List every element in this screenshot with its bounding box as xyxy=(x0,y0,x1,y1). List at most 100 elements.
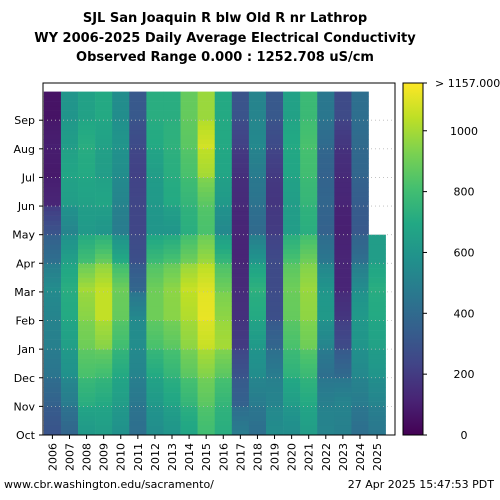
heatmap-cell xyxy=(351,239,369,245)
heatmap-cell xyxy=(129,430,147,436)
heatmap-cell xyxy=(300,325,318,331)
heatmap-cell xyxy=(129,287,147,293)
heatmap-cell xyxy=(300,120,318,126)
heatmap-cell xyxy=(95,234,113,240)
heatmap-cell xyxy=(60,101,79,107)
heatmap-cell xyxy=(163,263,181,269)
heatmap-cell xyxy=(95,158,113,164)
y-tick-label: Jul xyxy=(21,171,35,184)
heatmap-cell xyxy=(163,244,181,250)
heatmap-cell xyxy=(197,177,216,183)
heatmap-cell xyxy=(265,320,284,326)
heatmap-cell xyxy=(112,368,130,374)
heatmap-cell xyxy=(95,349,113,355)
heatmap-cell xyxy=(146,420,164,426)
heatmap-cell xyxy=(214,129,233,135)
heatmap-cell xyxy=(43,368,62,374)
heatmap-cell xyxy=(163,177,181,183)
heatmap-cell xyxy=(163,368,181,374)
heatmap-cell xyxy=(112,129,130,135)
heatmap-cell xyxy=(265,425,284,431)
heatmap-cell xyxy=(197,387,216,393)
heatmap-cell xyxy=(146,310,164,317)
heatmap-cell xyxy=(368,406,386,412)
heatmap-cell xyxy=(197,225,216,231)
heatmap-cell xyxy=(300,210,318,216)
heatmap-cell xyxy=(231,396,250,402)
heatmap-cell xyxy=(317,349,335,355)
heatmap-cell xyxy=(60,353,79,359)
heatmap-cell xyxy=(60,401,79,407)
heatmap-cell xyxy=(43,201,62,207)
heatmap-cell xyxy=(146,196,164,202)
heatmap-cell xyxy=(231,177,250,183)
heatmap-cell xyxy=(231,296,250,302)
heatmap-cell xyxy=(78,301,96,307)
heatmap-cell xyxy=(78,372,96,379)
heatmap-cell xyxy=(231,248,250,255)
heatmap-cell xyxy=(95,144,113,150)
heatmap-cell xyxy=(43,306,62,312)
heatmap-cell xyxy=(95,344,113,350)
heatmap-cell xyxy=(214,258,233,264)
heatmap-cell xyxy=(180,167,198,173)
heatmap-cell xyxy=(214,268,233,274)
heatmap-cell xyxy=(180,301,198,307)
heatmap-cell xyxy=(180,120,198,126)
footer-url[interactable]: www.cbr.washington.edu/sacramento/ xyxy=(4,478,214,491)
heatmap-cell xyxy=(129,148,147,154)
heatmap-cell xyxy=(129,258,147,264)
heatmap-cell xyxy=(300,315,318,321)
heatmap-cell xyxy=(95,177,113,183)
heatmap-cell xyxy=(265,229,284,235)
heatmap-cell xyxy=(197,220,216,226)
heatmap-cell xyxy=(317,411,335,417)
heatmap-cell xyxy=(112,167,130,173)
heatmap-cell xyxy=(248,115,267,121)
heatmap-cell xyxy=(180,110,198,116)
heatmap-cell xyxy=(78,177,96,183)
heatmap-cell xyxy=(112,296,130,302)
heatmap-cell xyxy=(265,115,284,121)
heatmap-cell xyxy=(43,182,62,188)
heatmap-cell xyxy=(300,182,318,188)
heatmap-cell xyxy=(265,182,284,188)
heatmap-cell xyxy=(180,277,198,283)
heatmap-cell xyxy=(317,253,335,259)
heatmap-cell xyxy=(317,268,335,274)
y-tick-label: Feb xyxy=(16,315,35,328)
heatmap-cell xyxy=(265,387,284,393)
heatmap-cell xyxy=(351,377,369,383)
x-tick-label: 2018 xyxy=(251,443,264,471)
heatmap-cell xyxy=(180,396,198,402)
heatmap-cell xyxy=(231,91,250,97)
heatmap-cell xyxy=(43,363,62,369)
heatmap-cell xyxy=(334,258,352,264)
heatmap-cell xyxy=(231,325,250,331)
heatmap-cell xyxy=(180,129,198,135)
heatmap-cell xyxy=(351,91,369,97)
heatmap-cell xyxy=(214,368,233,374)
heatmap-cell xyxy=(300,239,318,245)
heatmap-cell xyxy=(146,315,164,321)
heatmap-cell xyxy=(78,401,96,407)
heatmap-cell xyxy=(180,96,198,102)
heatmap-cell xyxy=(214,91,233,97)
heatmap-cell xyxy=(214,172,233,178)
heatmap-cell xyxy=(368,396,386,402)
heatmap-cell xyxy=(351,244,369,250)
heatmap-cell xyxy=(95,387,113,393)
heatmap-cell xyxy=(95,301,113,307)
heatmap-cell xyxy=(146,306,164,312)
heatmap-cell xyxy=(283,139,301,145)
heatmap-cell xyxy=(334,191,352,197)
heatmap-cell xyxy=(95,401,113,407)
heatmap-cell xyxy=(214,110,233,116)
heatmap-cell xyxy=(180,215,198,221)
heatmap-cell xyxy=(265,330,284,336)
heatmap-cell xyxy=(180,411,198,417)
heatmap-cell xyxy=(214,339,233,345)
heatmap-cell xyxy=(231,139,250,145)
heatmap-cell xyxy=(214,425,233,431)
heatmap-cell xyxy=(60,315,79,321)
